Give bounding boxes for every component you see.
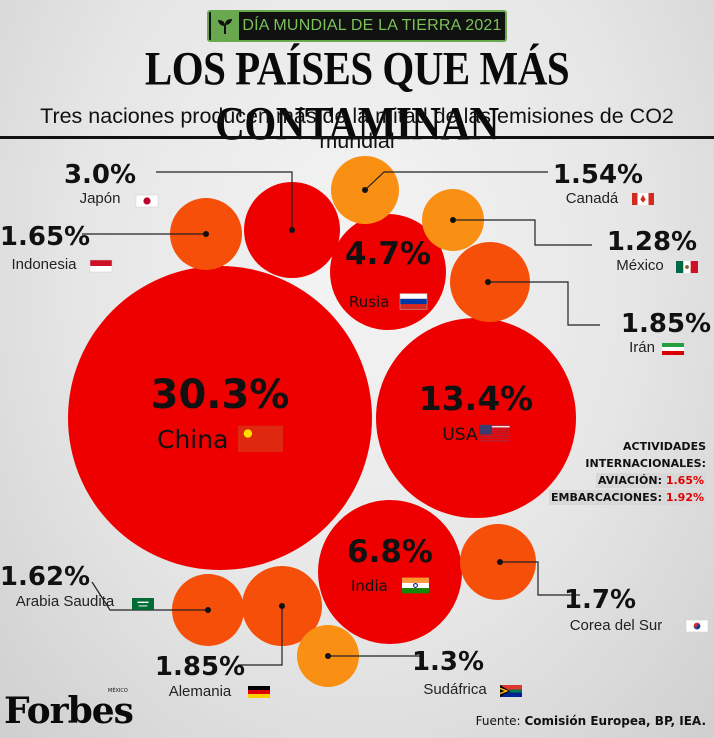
value-label-iran: 1.85%	[621, 309, 711, 339]
indonesia-flag-icon	[89, 259, 113, 273]
leader-japon	[156, 171, 293, 230]
divider	[0, 136, 714, 139]
bubble-china	[68, 266, 372, 570]
value-label-alemania: 1.85%	[155, 652, 245, 682]
value-label-arabia-saudita: 1.62%	[0, 562, 90, 592]
germany-flag-icon	[248, 686, 270, 698]
leader-dot-alemania	[279, 603, 285, 609]
aviation-value: 1.65%	[665, 474, 704, 487]
leader-corea-del-sur	[500, 561, 580, 596]
leader-dot-arabia-saudita	[205, 607, 211, 613]
bubble-india	[318, 500, 462, 644]
japan-flag-icon	[135, 194, 159, 208]
value-label-mexico: 1.28%	[607, 227, 697, 257]
name-label-alemania: Alemania	[169, 683, 232, 700]
source-text: Comisión Europea, BP, IEA.	[524, 714, 706, 728]
source-prefix: Fuente:	[475, 714, 521, 728]
value-label-usa: 13.4%	[419, 379, 534, 418]
page-title: LOS PAÍSES QUE MÁS CONTAMINAN	[144, 41, 570, 151]
shipping-chip: EMBARCACIONES: 1.92%	[549, 490, 706, 505]
leader-canada	[364, 171, 548, 191]
name-label-indonesia: Indonesia	[11, 256, 77, 273]
name-label-corea-del-sur: Corea del Sur	[570, 617, 663, 634]
note-line-1: ACTIVIDADES	[623, 440, 706, 453]
bubble-usa	[376, 318, 576, 518]
name-label-china: China	[157, 425, 228, 454]
forbes-logo: Forbes	[4, 690, 134, 732]
leader-dot-canada	[362, 187, 368, 193]
russia-flag-icon	[399, 293, 428, 310]
value-label-indonesia: 1.65%	[0, 222, 90, 252]
name-label-rusia: Rusia	[349, 293, 389, 311]
leader-dot-japon	[289, 227, 295, 233]
name-label-japon: Japón	[80, 190, 121, 207]
forbes-edition: MÉXICO	[108, 688, 128, 694]
name-label-iran: Irán	[629, 339, 655, 356]
korea-flag-icon	[685, 619, 709, 633]
mexico-flag-icon	[676, 261, 698, 273]
value-label-japon: 3.0%	[64, 160, 136, 190]
value-label-china: 30.3%	[151, 372, 290, 418]
note-line-2: INTERNACIONALES:	[585, 457, 706, 470]
leader-alemania	[238, 606, 283, 666]
page-subtitle: Tres naciones producen más de la mitad d…	[40, 104, 674, 153]
badge-text: DÍA MUNDIAL DE LA TIERRA 2021	[242, 17, 502, 34]
name-label-sudafrica: Sudáfrica	[423, 681, 487, 698]
leader-arabia-saudita	[91, 581, 208, 611]
leader-dot-corea-del-sur	[497, 559, 503, 565]
aviation-chip: AVIACIÓN: 1.65%	[595, 473, 706, 488]
international-activities-note: ACTIVIDADES INTERNACIONALES: AVIACIÓN: 1…	[549, 438, 706, 506]
name-label-mexico: México	[616, 257, 664, 274]
name-label-usa: USA	[442, 425, 478, 445]
leader-iran	[488, 281, 600, 326]
earth-day-badge: DÍA MUNDIAL DE LA TIERRA 2021	[207, 10, 507, 42]
china-flag-icon	[238, 425, 283, 452]
value-label-india: 6.8%	[347, 534, 433, 570]
leader-dot-mexico	[450, 217, 456, 223]
value-label-sudafrica: 1.3%	[412, 647, 484, 677]
shipping-label: EMBARCACIONES:	[551, 491, 662, 504]
usa-flag-icon	[479, 424, 510, 442]
name-label-india: India	[351, 577, 388, 595]
iran-flag-icon	[662, 343, 684, 355]
name-label-arabia-saudita: Arabia Saudita	[16, 593, 115, 610]
leader-dot-indonesia	[203, 231, 209, 237]
value-label-rusia: 4.7%	[345, 236, 431, 272]
name-label-canada: Canadá	[566, 190, 619, 207]
value-label-canada: 1.54%	[553, 160, 643, 190]
bubble-labels: 30.3% China 13.4% USA 6.8% India 4.7% Rusia 3.0%…	[0, 160, 711, 700]
leader-lines	[82, 171, 600, 666]
aviation-label: AVIACIÓN:	[597, 474, 662, 487]
saudi-flag-icon	[132, 598, 154, 610]
source-note: Fuente: Comisión Europea, BP, IEA.	[476, 714, 706, 728]
sprout-icon	[211, 12, 239, 40]
leader-dot-iran	[485, 279, 491, 285]
southafrica-flag-icon	[499, 685, 522, 697]
value-label-corea-del-sur: 1.7%	[564, 585, 636, 615]
shipping-value: 1.92%	[665, 491, 704, 504]
canada-flag-icon	[632, 193, 654, 205]
leader-dot-sudafrica	[325, 653, 331, 659]
bubbles	[68, 156, 576, 687]
leader-mexico	[453, 219, 592, 246]
india-flag-icon	[402, 577, 429, 594]
